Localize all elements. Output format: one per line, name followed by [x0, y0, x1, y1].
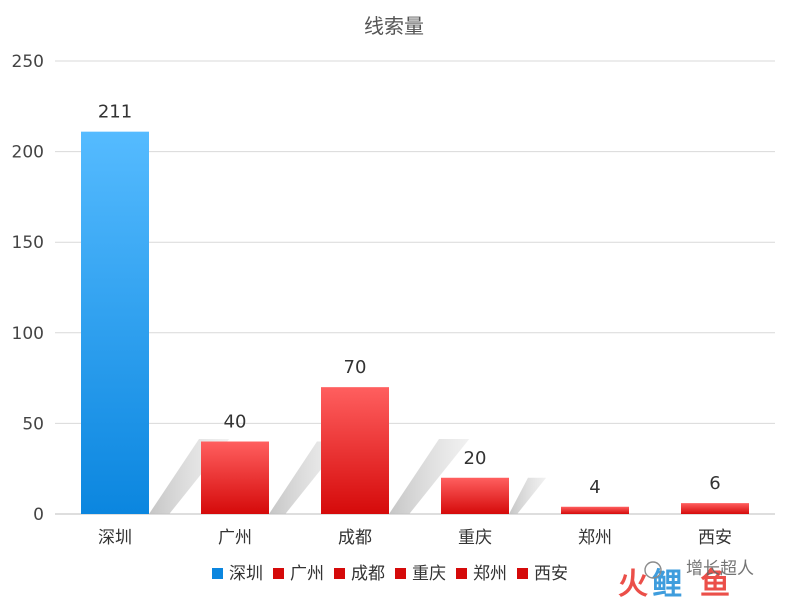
watermark: 火 鲤 鱼 增长超人	[618, 559, 754, 602]
gridlines	[55, 60, 775, 515]
legend-swatch	[212, 568, 223, 579]
legend-swatch	[456, 568, 467, 579]
y-tick-label: 200	[12, 143, 44, 163]
x-tick-label: 成都	[338, 528, 372, 548]
bar-shadow	[389, 439, 470, 514]
x-tick-label: 西安	[698, 528, 732, 548]
bar	[561, 506, 629, 514]
svg-text:鲤: 鲤	[652, 567, 682, 602]
bar	[321, 387, 389, 514]
x-axis-categories: 深圳 广州 成都 重庆 郑州 西安	[98, 528, 732, 548]
bar-shadow	[509, 477, 547, 514]
legend: 深圳 广州 成都 重庆 郑州 西安	[212, 564, 568, 584]
bars	[81, 131, 749, 514]
y-tick-label: 150	[12, 233, 44, 253]
y-tick-label: 100	[12, 324, 44, 344]
x-tick-label: 广州	[218, 528, 252, 548]
data-label: 20	[464, 448, 487, 469]
data-label: 40	[224, 412, 247, 433]
legend-label: 成都	[351, 564, 385, 584]
bar	[681, 503, 749, 514]
y-axis-ticks: 0 50 100 150 200 250	[12, 52, 44, 525]
legend-label: 西安	[534, 564, 568, 584]
x-tick-label: 深圳	[98, 528, 132, 548]
x-tick-label: 重庆	[458, 528, 492, 548]
legend-label: 广州	[290, 564, 324, 584]
data-label: 6	[709, 473, 720, 494]
data-labels: 211 40 70 20 4 6	[98, 102, 721, 498]
legend-swatch	[517, 568, 528, 579]
y-tick-label: 250	[12, 52, 44, 72]
y-tick-label: 50	[22, 414, 44, 434]
legend-swatch	[273, 568, 284, 579]
watermark-logo: 火 鲤 鱼	[618, 561, 730, 602]
x-tick-label: 郑州	[578, 528, 612, 548]
watermark-account: 增长超人	[686, 559, 754, 579]
bar	[201, 441, 269, 514]
legend-swatch	[334, 568, 345, 579]
chart-title: 线索量	[364, 14, 424, 38]
svg-text:火: 火	[618, 567, 648, 602]
bar	[81, 131, 149, 514]
svg-text:鱼: 鱼	[700, 567, 730, 602]
bar	[441, 477, 509, 514]
y-tick-label: 0	[33, 505, 44, 525]
legend-label: 郑州	[473, 564, 507, 584]
data-label: 211	[98, 102, 132, 123]
data-label: 70	[344, 357, 367, 378]
legend-swatch	[395, 568, 406, 579]
legend-label: 深圳	[229, 564, 263, 584]
legend-label: 重庆	[412, 564, 446, 584]
data-label: 4	[589, 477, 600, 498]
